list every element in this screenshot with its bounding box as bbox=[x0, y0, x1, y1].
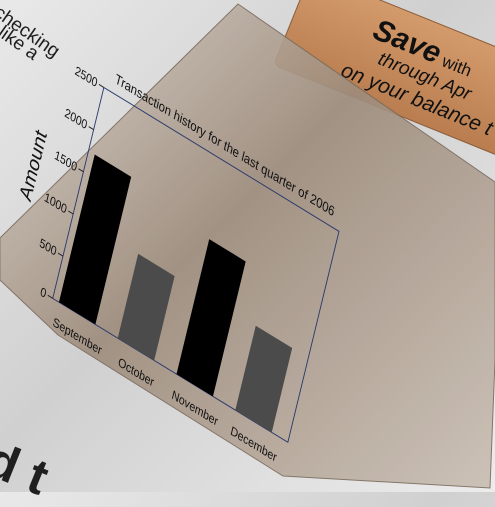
chart-svg: Save with through Apr on your balance t … bbox=[0, 0, 495, 489]
chart-panel-background bbox=[0, 3, 495, 489]
y-tick-label: 1500 bbox=[53, 147, 79, 175]
y-tick bbox=[98, 83, 104, 88]
chart-panel bbox=[0, 3, 495, 489]
y-tick-label: 2000 bbox=[63, 105, 89, 133]
y-tick-label: 0 bbox=[39, 284, 48, 302]
y-tick bbox=[68, 210, 74, 215]
bar-september bbox=[58, 154, 132, 325]
bars-layer bbox=[58, 154, 293, 433]
y-tick bbox=[78, 168, 84, 173]
bar-november bbox=[176, 239, 246, 397]
y-tick bbox=[88, 126, 94, 131]
bar-december bbox=[235, 325, 293, 433]
y-tick bbox=[47, 294, 53, 299]
plot-area bbox=[52, 86, 340, 443]
bar-october bbox=[117, 253, 175, 361]
y-tick bbox=[57, 252, 64, 257]
y-tick-label: 2500 bbox=[74, 63, 100, 91]
